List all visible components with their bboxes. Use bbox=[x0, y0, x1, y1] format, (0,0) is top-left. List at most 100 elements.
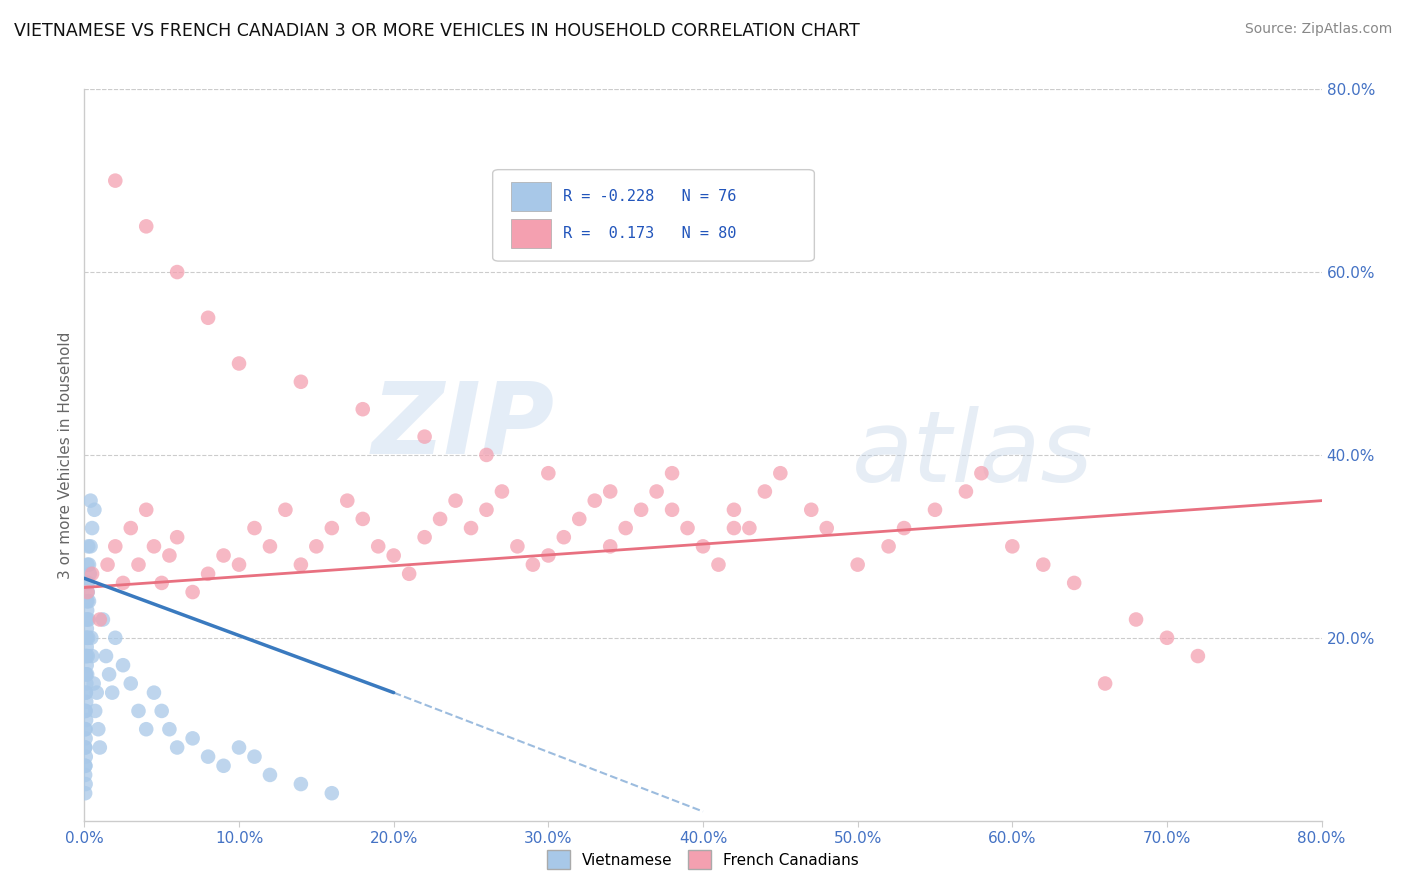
Point bbox=[166, 265, 188, 279]
Point bbox=[274, 503, 297, 517]
Point bbox=[82, 566, 104, 581]
Text: atlas: atlas bbox=[852, 407, 1092, 503]
Point bbox=[75, 686, 97, 700]
Point bbox=[83, 676, 105, 690]
Text: R =  0.173   N = 80: R = 0.173 N = 80 bbox=[564, 226, 737, 241]
Point bbox=[159, 723, 180, 737]
Text: Source: ZipAtlas.com: Source: ZipAtlas.com bbox=[1244, 22, 1392, 37]
Point bbox=[877, 539, 900, 553]
Point bbox=[75, 758, 97, 772]
Point bbox=[75, 740, 97, 755]
Point bbox=[367, 539, 389, 553]
Point bbox=[75, 649, 97, 664]
Point bbox=[127, 558, 149, 572]
Point bbox=[86, 686, 108, 700]
Point bbox=[75, 777, 97, 791]
Point bbox=[112, 658, 135, 673]
Point bbox=[76, 622, 98, 636]
Point bbox=[75, 695, 97, 709]
Point bbox=[75, 704, 97, 718]
Point bbox=[91, 613, 114, 627]
Point bbox=[645, 484, 668, 499]
Point bbox=[76, 594, 98, 608]
Point bbox=[76, 667, 98, 681]
Point bbox=[970, 466, 993, 480]
Point bbox=[75, 704, 97, 718]
Point bbox=[120, 521, 142, 535]
Point bbox=[243, 749, 266, 764]
Point bbox=[259, 539, 281, 553]
Point bbox=[475, 448, 498, 462]
Point bbox=[197, 310, 219, 325]
Point bbox=[79, 493, 101, 508]
Point bbox=[135, 503, 157, 517]
Point bbox=[228, 356, 250, 371]
Point bbox=[537, 549, 560, 563]
Point bbox=[1125, 613, 1147, 627]
Point bbox=[738, 521, 761, 535]
Point bbox=[1032, 558, 1054, 572]
Point bbox=[290, 375, 312, 389]
Point bbox=[707, 558, 730, 572]
Point bbox=[76, 594, 98, 608]
Y-axis label: 3 or more Vehicles in Household: 3 or more Vehicles in Household bbox=[58, 331, 73, 579]
Point bbox=[135, 219, 157, 234]
Point bbox=[924, 503, 946, 517]
Point bbox=[583, 493, 606, 508]
Point bbox=[98, 667, 121, 681]
Point bbox=[77, 631, 100, 645]
Point bbox=[491, 484, 513, 499]
Point bbox=[76, 613, 98, 627]
Point bbox=[150, 576, 173, 591]
Point bbox=[676, 521, 699, 535]
Point bbox=[197, 566, 219, 581]
Point bbox=[104, 173, 127, 188]
Point bbox=[754, 484, 776, 499]
Point bbox=[321, 521, 343, 535]
Point bbox=[87, 723, 110, 737]
FancyBboxPatch shape bbox=[492, 169, 814, 261]
Point bbox=[143, 539, 166, 553]
Point bbox=[599, 484, 621, 499]
Point bbox=[599, 539, 621, 553]
Point bbox=[84, 704, 107, 718]
Point bbox=[75, 740, 97, 755]
Point bbox=[475, 503, 498, 517]
Point bbox=[83, 503, 105, 517]
Point bbox=[1063, 576, 1085, 591]
Point bbox=[815, 521, 838, 535]
Point bbox=[553, 530, 575, 544]
Point bbox=[429, 512, 451, 526]
Point bbox=[75, 731, 97, 746]
Point bbox=[76, 585, 98, 599]
Point bbox=[75, 686, 97, 700]
Point bbox=[259, 768, 281, 782]
Point bbox=[166, 530, 188, 544]
Point bbox=[112, 576, 135, 591]
Point bbox=[75, 786, 97, 800]
Point bbox=[76, 613, 98, 627]
Point bbox=[723, 503, 745, 517]
Point bbox=[893, 521, 915, 535]
Point bbox=[94, 649, 117, 664]
Point bbox=[76, 649, 98, 664]
Point bbox=[212, 549, 235, 563]
Point bbox=[75, 713, 97, 727]
Point bbox=[1187, 649, 1209, 664]
Point bbox=[101, 686, 124, 700]
Point bbox=[82, 521, 104, 535]
Point bbox=[75, 667, 97, 681]
Point bbox=[228, 558, 250, 572]
Point bbox=[846, 558, 869, 572]
Point bbox=[75, 667, 97, 681]
Point bbox=[352, 512, 374, 526]
Point bbox=[460, 521, 482, 535]
Point bbox=[769, 466, 792, 480]
Point bbox=[75, 676, 97, 690]
Point bbox=[77, 594, 100, 608]
Point bbox=[76, 631, 98, 645]
Point bbox=[661, 466, 683, 480]
Point bbox=[692, 539, 714, 553]
Point bbox=[398, 566, 420, 581]
Point bbox=[522, 558, 544, 572]
